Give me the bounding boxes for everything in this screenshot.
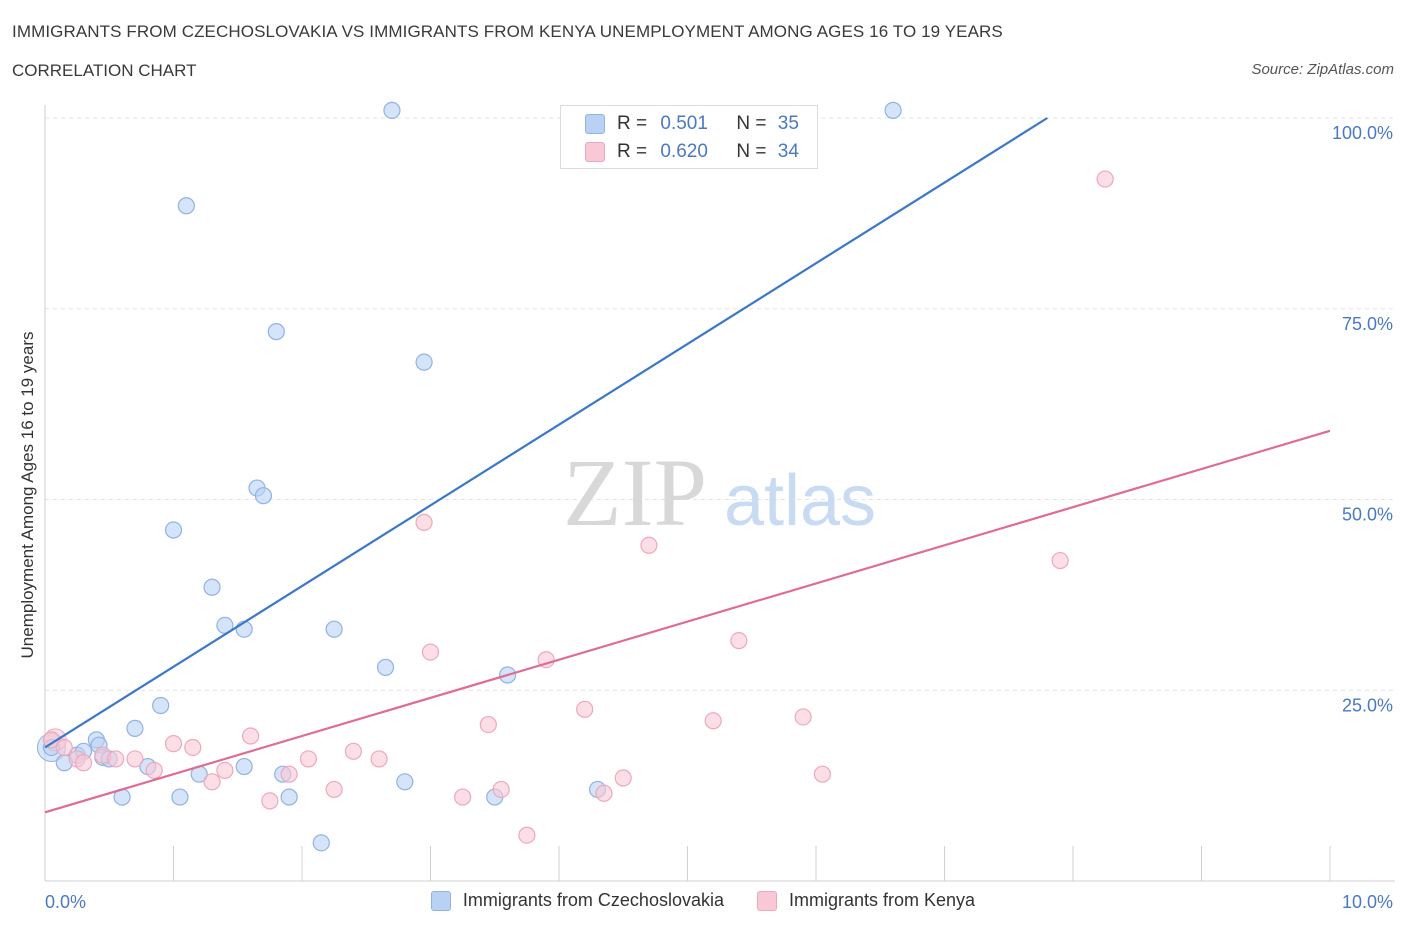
legend-swatch-pink xyxy=(757,890,778,911)
point-czechoslovakia xyxy=(203,578,221,596)
point-czechoslovakia xyxy=(126,719,144,738)
point-kenya xyxy=(55,738,73,757)
watermark: ZIP atlas xyxy=(563,439,876,546)
point-kenya xyxy=(299,750,318,768)
point-kenya xyxy=(794,708,812,726)
point-czechoslovakia xyxy=(383,101,401,119)
legend-swatch-pink xyxy=(585,142,605,162)
point-kenya xyxy=(280,765,298,783)
r-value: 0.501 xyxy=(660,113,708,134)
y-tick-label: 100.0% xyxy=(1332,123,1393,143)
tick-labels: 100.0% 75.0% 50.0% 25.0% 0.0% 10.0% xyxy=(45,123,1393,912)
point-czechoslovakia xyxy=(164,521,183,539)
point-kenya xyxy=(614,769,632,787)
legend-label: Immigrants from Kenya xyxy=(789,890,976,910)
chart-title: IMMIGRANTS FROM CZECHOSLOVAKIA VS IMMIGR… xyxy=(12,22,1003,41)
point-kenya xyxy=(242,727,260,745)
legend-item-czechoslovakia[interactable]: Immigrants from Czechoslovakia xyxy=(430,890,724,911)
point-kenya xyxy=(813,765,832,783)
point-czechoslovakia xyxy=(235,757,253,776)
watermark-zip: ZIP xyxy=(563,439,707,546)
point-kenya xyxy=(126,750,144,768)
point-kenya xyxy=(74,754,93,772)
point-czechoslovakia xyxy=(325,620,343,638)
stats-row-czechoslovakia: R = 0.501 N = 35 xyxy=(585,112,799,136)
point-kenya xyxy=(370,750,388,768)
trend-line-czechoslovakia xyxy=(44,117,1048,749)
point-czechoslovakia xyxy=(177,197,195,215)
r-value: 0.620 xyxy=(660,141,708,162)
gridlines xyxy=(45,117,1395,691)
n-value: 34 xyxy=(777,141,799,162)
point-czechoslovakia xyxy=(152,696,170,715)
point-kenya xyxy=(1051,551,1069,570)
data-points xyxy=(36,101,1114,852)
series-legend: Immigrants from Czechoslovakia Immigrant… xyxy=(0,890,1406,916)
point-kenya xyxy=(216,761,234,779)
point-kenya xyxy=(518,826,536,844)
point-kenya xyxy=(595,784,613,802)
source-label: Source: ZipAtlas.com xyxy=(1251,61,1394,78)
x-tick-label: 10.0% xyxy=(1342,892,1393,912)
point-kenya xyxy=(203,773,221,791)
chart-subtitle: CORRELATION CHART xyxy=(12,61,197,80)
r-label: R = xyxy=(617,141,648,162)
trend-line-kenya xyxy=(44,429,1331,814)
point-czechoslovakia xyxy=(312,834,330,852)
y-tick-label: 75.0% xyxy=(1342,314,1393,334)
r-label: R = xyxy=(617,113,648,134)
watermark-atlas: atlas xyxy=(724,461,876,541)
point-czechoslovakia xyxy=(267,323,285,341)
point-czechoslovakia xyxy=(254,487,273,505)
point-kenya xyxy=(492,780,510,799)
point-czechoslovakia xyxy=(171,788,189,806)
point-czechoslovakia xyxy=(280,788,298,806)
stats-row-kenya: R = 0.620 N = 34 xyxy=(585,140,799,164)
point-kenya xyxy=(184,738,202,757)
point-czechoslovakia xyxy=(396,773,414,791)
point-czechoslovakia xyxy=(376,658,395,676)
n-label: N = xyxy=(736,113,767,134)
n-value: 35 xyxy=(777,113,799,134)
point-kenya xyxy=(415,513,433,531)
legend-label: Immigrants from Czechoslovakia xyxy=(462,890,724,910)
point-kenya xyxy=(344,742,362,760)
y-tick-label: 50.0% xyxy=(1342,505,1393,525)
point-kenya xyxy=(640,536,658,554)
point-kenya xyxy=(145,761,163,779)
legend-swatch-blue xyxy=(430,890,451,911)
point-kenya xyxy=(454,788,472,806)
x-tick-label: 0.0% xyxy=(45,892,86,912)
point-kenya xyxy=(107,750,125,768)
point-kenya xyxy=(1096,170,1114,188)
point-kenya xyxy=(261,792,279,810)
legend-item-kenya[interactable]: Immigrants from Kenya xyxy=(757,890,975,911)
point-kenya xyxy=(421,643,440,661)
y-tick-label: 25.0% xyxy=(1342,695,1393,715)
n-label: N = xyxy=(736,141,767,162)
point-kenya xyxy=(164,735,183,753)
point-czechoslovakia xyxy=(415,353,433,371)
stats-legend: R = 0.501 N = 35 R = 0.620 N = 34 xyxy=(560,105,818,169)
trend-lines xyxy=(44,117,1331,814)
point-kenya xyxy=(42,731,61,749)
point-kenya xyxy=(576,700,594,718)
point-kenya xyxy=(704,712,722,730)
legend-swatch-blue xyxy=(585,114,605,134)
point-kenya xyxy=(479,715,497,734)
point-czechoslovakia xyxy=(884,101,902,119)
point-kenya xyxy=(730,632,748,650)
point-kenya xyxy=(325,780,343,799)
